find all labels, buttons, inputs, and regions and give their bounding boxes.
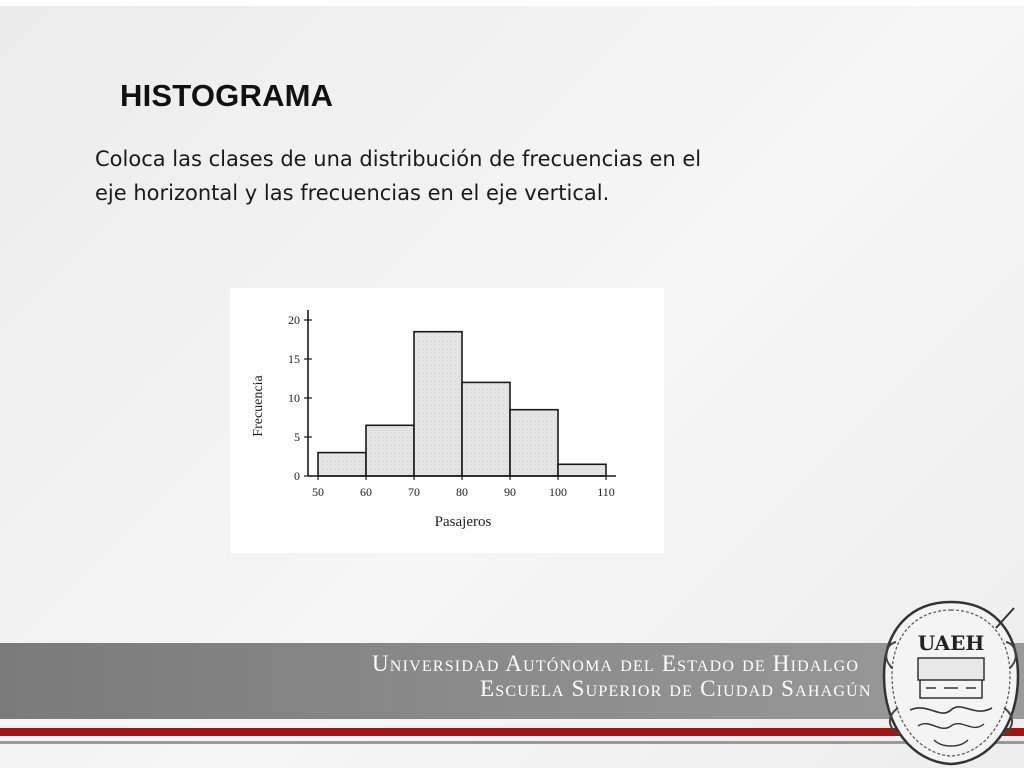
footer-band	[0, 643, 1024, 719]
histogram-bar-100-110	[557, 463, 607, 477]
x-tick-label: 50	[312, 485, 324, 499]
x-tick-label: 60	[360, 485, 372, 499]
histogram-bars	[317, 330, 607, 477]
red-stripe	[0, 728, 1024, 736]
histogram-figure: 0 5 10 15 20 50 60 70 80 90 100 110 Frecuencia Pasa…	[230, 288, 664, 553]
histogram-axes: 0 5 10 15 20 50 60 70 80 90 100 110	[288, 310, 616, 499]
x-tick-label: 100	[549, 485, 567, 499]
y-tick-label: 0	[294, 469, 300, 483]
y-tick-label: 10	[288, 391, 300, 405]
university-name: Universidad Autónoma del Estado de Hidal…	[372, 651, 860, 676]
histogram-bar-60-70	[365, 424, 415, 477]
body-line-2: eje horizontal y las frecuencias en el e…	[95, 181, 610, 205]
crest-text: UAEH	[918, 631, 984, 655]
x-tick-label: 80	[456, 485, 468, 499]
x-tick-label: 110	[597, 485, 615, 499]
histogram-bar-50-60	[317, 451, 367, 477]
y-tick-label: 5	[294, 430, 300, 444]
histogram-bar-70-80	[413, 330, 463, 477]
x-tick-label: 70	[408, 485, 420, 499]
y-axis-label: Frecuencia	[251, 375, 266, 437]
y-tick-label: 15	[288, 352, 300, 366]
slide-title: HISTOGRAMA	[120, 78, 334, 113]
slide-body: Coloca las clases de una distribución de…	[95, 142, 795, 210]
x-axis-label: Pasajeros	[435, 514, 492, 530]
university-crest-logo: UAEH	[882, 600, 1020, 766]
histogram-bar-80-90	[461, 381, 511, 477]
body-line-1: Coloca las clases de una distribución de…	[95, 147, 702, 171]
school-name: Escuela Superior de Ciudad Sahagún	[480, 676, 872, 701]
histogram-chart: 0 5 10 15 20 50 60 70 80 90 100 110 Frecuencia Pasa…	[251, 310, 616, 530]
histogram-bar-90-100	[509, 408, 559, 477]
x-tick-label: 90	[504, 485, 516, 499]
y-tick-label: 20	[288, 313, 300, 327]
grey-stripe	[0, 741, 1024, 744]
